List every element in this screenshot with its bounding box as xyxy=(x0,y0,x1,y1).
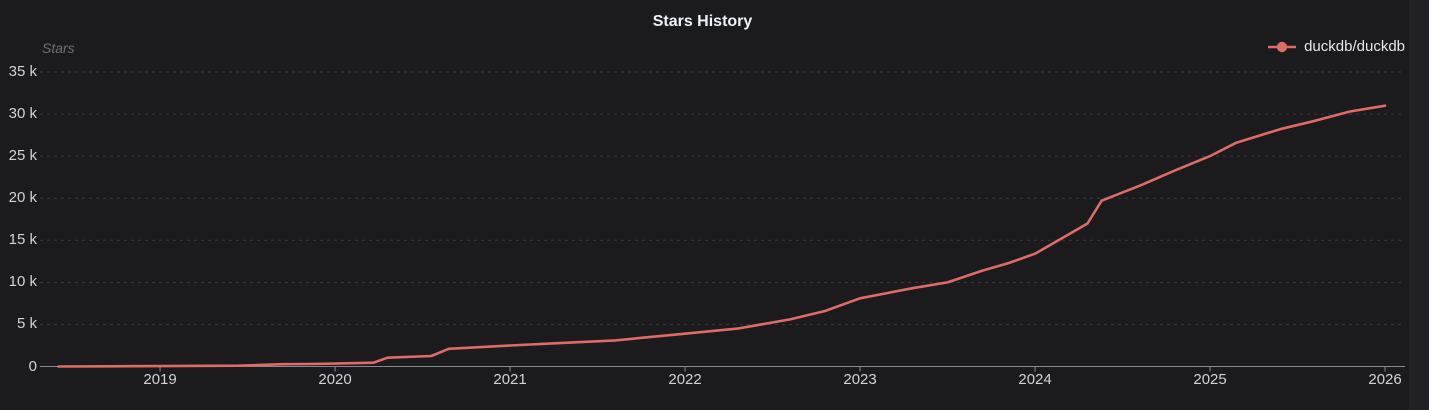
x-tick-label: 2022 xyxy=(668,371,702,388)
series-line-duckdb xyxy=(57,104,1387,368)
legend-line-marker-icon xyxy=(1268,41,1297,52)
x-tick-label: 2024 xyxy=(1018,371,1052,388)
x-tick-label: 2025 xyxy=(1193,371,1227,388)
x-tick-label: 2019 xyxy=(143,371,177,388)
y-tick-label: 0 xyxy=(28,357,37,375)
x-tick-label: 2026 xyxy=(1368,371,1402,388)
chart-title: Stars History xyxy=(652,13,753,30)
y-axis-title: Stars xyxy=(42,40,75,56)
y-tick-label: 10 k xyxy=(8,273,37,291)
y-tick-label: 20 k xyxy=(8,189,37,207)
y-tick-label: 25 k xyxy=(8,147,37,165)
y-tick-label: 30 k xyxy=(8,105,37,123)
y-tick-label: 35 k xyxy=(8,63,37,80)
x-tick-label: 2023 xyxy=(843,371,877,388)
y-tick-label: 5 k xyxy=(16,315,37,333)
x-tick-label: 2021 xyxy=(493,371,527,388)
x-tick-label: 2020 xyxy=(318,371,352,388)
page-right-gutter xyxy=(1409,0,1429,410)
y-tick-label: 15 k xyxy=(8,231,37,249)
legend-label: duckdb/duckdb xyxy=(1304,38,1405,55)
legend-item-duckdb[interactable]: duckdb/duckdb xyxy=(1267,38,1405,55)
